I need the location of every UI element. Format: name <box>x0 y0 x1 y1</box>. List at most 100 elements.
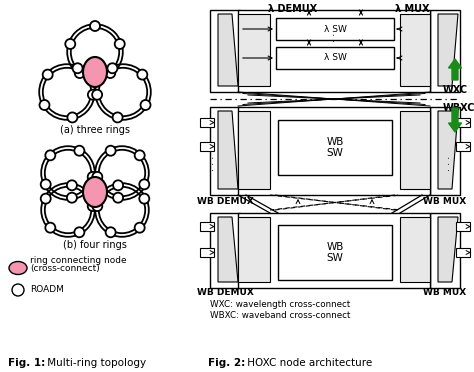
Bar <box>456 118 470 127</box>
Polygon shape <box>400 217 430 282</box>
Circle shape <box>46 223 55 232</box>
Bar <box>278 225 392 280</box>
Circle shape <box>88 90 98 100</box>
Text: WB
SW: WB SW <box>326 137 344 158</box>
Circle shape <box>65 39 75 49</box>
Circle shape <box>75 68 85 78</box>
Polygon shape <box>438 217 458 282</box>
Polygon shape <box>218 14 238 86</box>
Bar <box>238 213 430 288</box>
Text: λ DEMUX: λ DEMUX <box>268 4 317 14</box>
Text: · · ·: · · · <box>445 155 455 171</box>
Bar <box>210 107 240 195</box>
Circle shape <box>88 201 98 211</box>
Bar <box>456 142 470 151</box>
Circle shape <box>46 150 55 160</box>
Polygon shape <box>238 14 270 86</box>
Bar <box>238 10 430 92</box>
Circle shape <box>106 227 116 237</box>
Text: Fig. 2:: Fig. 2: <box>208 358 245 368</box>
Text: (cross-connect): (cross-connect) <box>30 264 100 273</box>
Circle shape <box>67 112 77 122</box>
Polygon shape <box>438 14 458 86</box>
Circle shape <box>113 180 123 190</box>
Circle shape <box>139 179 149 189</box>
Text: · · ·: · · · <box>330 32 340 48</box>
Bar <box>200 222 214 231</box>
Circle shape <box>73 63 82 73</box>
Bar <box>200 142 214 151</box>
Text: Multi-ring topology: Multi-ring topology <box>44 358 146 368</box>
Bar <box>238 107 430 195</box>
Polygon shape <box>238 111 270 189</box>
Text: WBXC: waveband cross-connect: WBXC: waveband cross-connect <box>210 311 350 320</box>
Polygon shape <box>438 111 458 189</box>
Circle shape <box>39 100 49 110</box>
Text: WBXC: WBXC <box>443 103 474 113</box>
Circle shape <box>67 180 77 190</box>
Circle shape <box>106 146 116 156</box>
Text: ROADM: ROADM <box>30 285 64 295</box>
Text: WXC: wavelength cross-connect: WXC: wavelength cross-connect <box>210 300 350 309</box>
Text: Fig. 1:: Fig. 1: <box>8 358 45 368</box>
Circle shape <box>92 172 102 182</box>
Circle shape <box>113 112 123 122</box>
Bar <box>430 107 460 195</box>
Bar <box>430 10 460 92</box>
FancyArrow shape <box>448 108 462 132</box>
Text: WB MUX: WB MUX <box>423 288 466 297</box>
Bar <box>276 47 394 69</box>
Polygon shape <box>218 111 238 189</box>
FancyArrow shape <box>448 59 462 80</box>
Bar <box>200 118 214 127</box>
Ellipse shape <box>9 262 27 275</box>
Circle shape <box>88 172 98 182</box>
Circle shape <box>41 179 51 189</box>
Bar <box>278 120 392 175</box>
Polygon shape <box>218 217 238 282</box>
Circle shape <box>92 90 102 100</box>
Ellipse shape <box>83 177 107 207</box>
Text: (a) three rings: (a) three rings <box>60 125 130 135</box>
Circle shape <box>113 193 123 203</box>
Circle shape <box>67 193 77 203</box>
Circle shape <box>135 223 145 232</box>
Circle shape <box>74 227 84 237</box>
Circle shape <box>92 201 102 211</box>
Text: HOXC node architecture: HOXC node architecture <box>244 358 372 368</box>
Text: WB DEMUX: WB DEMUX <box>197 197 254 206</box>
Polygon shape <box>238 217 270 282</box>
Circle shape <box>137 70 147 80</box>
Circle shape <box>90 21 100 31</box>
Text: WB
SW: WB SW <box>326 242 344 263</box>
Text: · · ·: · · · <box>209 155 219 171</box>
Circle shape <box>41 194 51 203</box>
Text: WB MUX: WB MUX <box>423 197 466 206</box>
Polygon shape <box>400 14 430 86</box>
Text: (b) four rings: (b) four rings <box>63 240 127 250</box>
Circle shape <box>74 146 84 156</box>
Circle shape <box>139 194 149 203</box>
Bar <box>200 248 214 257</box>
Circle shape <box>105 68 115 78</box>
Circle shape <box>135 150 145 160</box>
Text: ring connecting node: ring connecting node <box>30 256 127 265</box>
Text: λ SW: λ SW <box>324 54 346 62</box>
Circle shape <box>115 39 125 49</box>
Text: WB DEMUX: WB DEMUX <box>197 288 254 297</box>
Circle shape <box>108 63 118 73</box>
Text: · · ·: · · · <box>330 154 340 172</box>
Circle shape <box>12 284 24 296</box>
Circle shape <box>140 100 151 110</box>
Text: λ MUX: λ MUX <box>395 4 429 14</box>
Polygon shape <box>400 111 430 189</box>
Bar <box>210 213 240 288</box>
Text: λ SW: λ SW <box>324 25 346 33</box>
Bar <box>456 248 470 257</box>
Bar <box>430 213 460 288</box>
Ellipse shape <box>83 57 107 87</box>
Bar <box>276 18 394 40</box>
Bar <box>456 222 470 231</box>
Bar <box>210 10 240 92</box>
Circle shape <box>43 70 53 80</box>
